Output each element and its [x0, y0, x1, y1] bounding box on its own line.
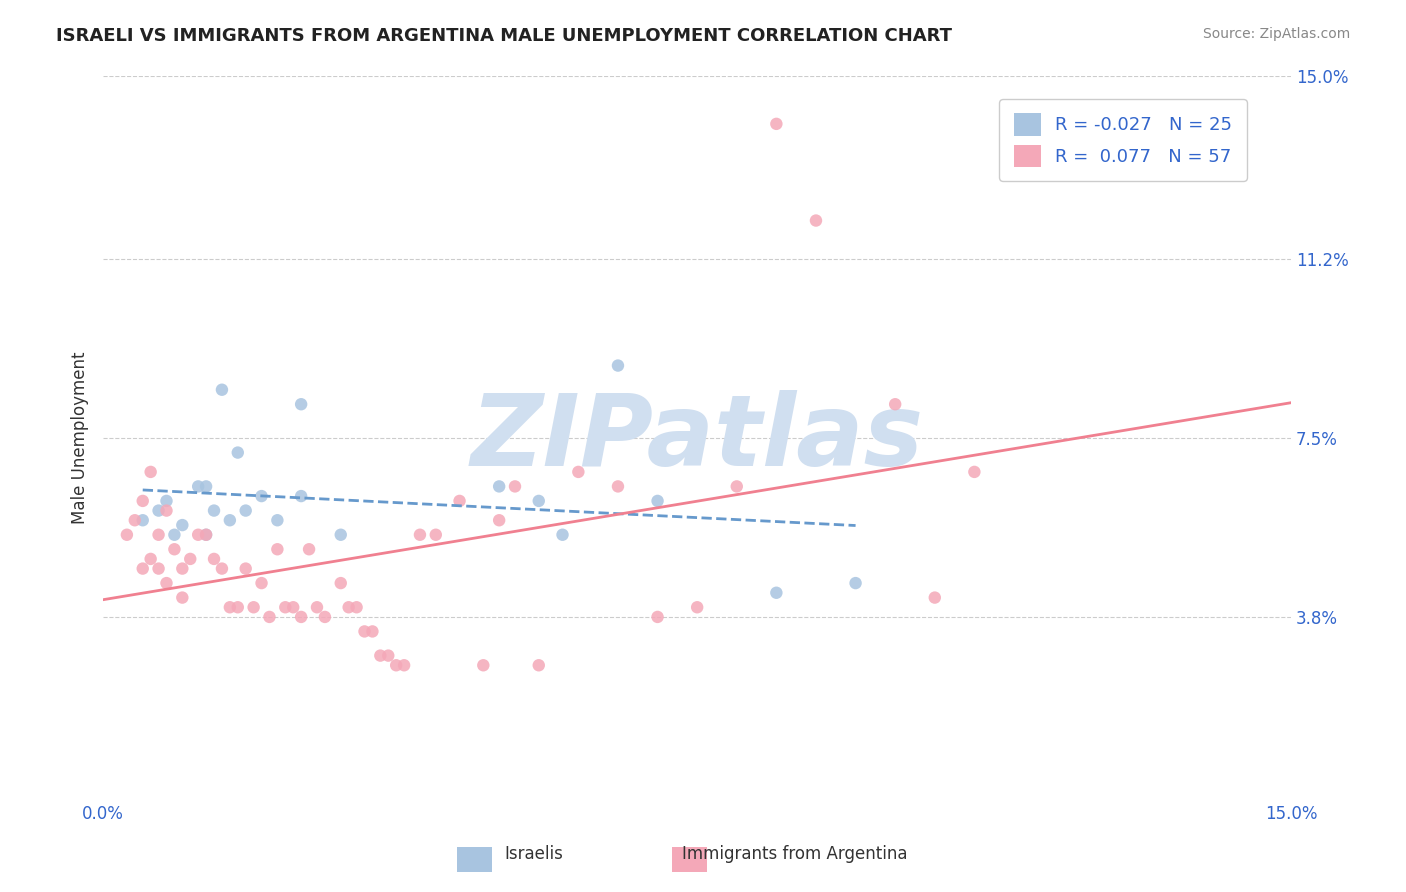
Point [329, 576, 352, 591]
Point [179, 552, 201, 566]
Point [385, 658, 408, 673]
Point [235, 561, 257, 575]
Point [218, 513, 240, 527]
Point [124, 513, 146, 527]
Point [155, 576, 177, 591]
Point [765, 117, 787, 131]
Point [195, 527, 218, 541]
Point [202, 552, 225, 566]
Point [647, 494, 669, 508]
Point [804, 213, 827, 227]
Text: Immigrants from Argentina: Immigrants from Argentina [682, 846, 907, 863]
Point [172, 561, 194, 575]
Point [274, 600, 297, 615]
Point [132, 561, 155, 575]
Point [172, 591, 194, 605]
Point [488, 479, 510, 493]
Point [155, 503, 177, 517]
Point [163, 527, 186, 541]
Point [187, 527, 209, 541]
Point [346, 600, 368, 615]
Text: Israelis: Israelis [505, 846, 564, 863]
Point [647, 610, 669, 624]
Y-axis label: Male Unemployment: Male Unemployment [72, 351, 89, 524]
Point [250, 576, 273, 591]
Point [963, 465, 986, 479]
Point [148, 503, 170, 517]
Point [409, 527, 432, 541]
Point [226, 600, 249, 615]
Point [195, 527, 218, 541]
Point [148, 527, 170, 541]
Text: ISRAELI VS IMMIGRANTS FROM ARGENTINA MALE UNEMPLOYMENT CORRELATION CHART: ISRAELI VS IMMIGRANTS FROM ARGENTINA MAL… [56, 27, 952, 45]
Point [266, 513, 288, 527]
Text: ZIPatlas: ZIPatlas [471, 390, 924, 486]
Point [187, 479, 209, 493]
Point [155, 494, 177, 508]
Point [218, 600, 240, 615]
Point [139, 465, 162, 479]
Point [425, 527, 447, 541]
Point [259, 610, 281, 624]
Point [283, 600, 305, 615]
Point [503, 479, 526, 493]
Point [686, 600, 709, 615]
Point [211, 383, 233, 397]
Point [314, 610, 336, 624]
Legend: R = -0.027   N = 25, R =  0.077   N = 57: R = -0.027 N = 25, R = 0.077 N = 57 [1000, 99, 1247, 181]
Point [551, 527, 574, 541]
Point [527, 658, 550, 673]
Point [266, 542, 288, 557]
Point [370, 648, 392, 663]
Point [148, 561, 170, 575]
Point [242, 600, 264, 615]
Point [115, 527, 138, 541]
Point [377, 648, 399, 663]
Point [211, 561, 233, 575]
Point [290, 489, 312, 503]
Point [567, 465, 589, 479]
Point [132, 494, 155, 508]
Point [607, 479, 630, 493]
Point [195, 479, 218, 493]
Point [845, 576, 868, 591]
Point [132, 513, 155, 527]
Point [226, 445, 249, 459]
Text: Source: ZipAtlas.com: Source: ZipAtlas.com [1202, 27, 1350, 41]
Point [449, 494, 471, 508]
Point [392, 658, 415, 673]
Point [290, 397, 312, 411]
Point [163, 542, 186, 557]
Point [924, 591, 946, 605]
Point [765, 586, 787, 600]
Point [298, 542, 321, 557]
Point [607, 359, 630, 373]
Point [329, 527, 352, 541]
Point [488, 513, 510, 527]
Point [172, 518, 194, 533]
Point [725, 479, 748, 493]
Point [353, 624, 375, 639]
Point [202, 503, 225, 517]
Point [527, 494, 550, 508]
Point [472, 658, 495, 673]
Point [235, 503, 257, 517]
Point [139, 552, 162, 566]
Point [290, 610, 312, 624]
Point [250, 489, 273, 503]
Point [884, 397, 907, 411]
Point [337, 600, 360, 615]
Point [361, 624, 384, 639]
Point [305, 600, 328, 615]
